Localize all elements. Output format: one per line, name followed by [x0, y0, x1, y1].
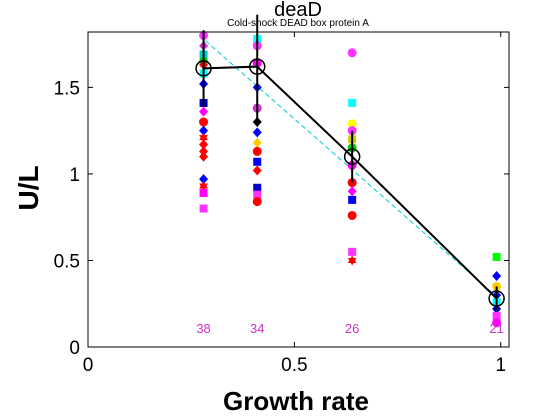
plot-area: 38 34 26 21 [195, 14, 505, 336]
data-point [348, 195, 357, 204]
data-point [252, 146, 262, 156]
data-point [253, 190, 262, 199]
data-point [199, 181, 208, 192]
sample-count: 34 [250, 321, 264, 336]
data-point [252, 127, 262, 138]
data-point [199, 146, 209, 157]
data-point [199, 106, 209, 117]
mean-marker [488, 290, 505, 307]
y-tick-label: 0.5 [54, 251, 80, 272]
data-point [252, 197, 262, 207]
data-point [347, 119, 357, 129]
mean-marker [343, 148, 361, 165]
y-tick-label: 1.5 [54, 78, 80, 99]
data-point [199, 132, 208, 143]
axes-frame [87, 31, 510, 348]
data-point [492, 311, 501, 320]
y-axis-label: U/L [13, 165, 44, 210]
sample-count: 26 [345, 321, 359, 336]
data-point [252, 165, 262, 176]
data-point [347, 186, 357, 197]
data-point [492, 318, 502, 328]
data-point [348, 247, 357, 256]
data-point [347, 48, 357, 58]
data-point [347, 255, 357, 266]
data-point [199, 117, 209, 127]
x-tick-label: 1 [495, 355, 506, 376]
data-point [492, 253, 501, 261]
data-point [253, 157, 262, 166]
mean-marker [248, 58, 266, 75]
data-point [252, 137, 262, 148]
y-tick-label: 0 [69, 338, 80, 359]
mean-line [203, 65, 498, 300]
sample-count: 21 [489, 321, 503, 336]
data-point [252, 117, 262, 127]
chart-subtitle: Cold-shock DEAD box protein A [227, 18, 369, 29]
data-point [199, 188, 208, 197]
data-point [199, 139, 209, 150]
x-tick-label: 0.5 [281, 355, 307, 376]
data-point [199, 204, 208, 213]
x-axis-label: Growth rate [223, 386, 369, 416]
data-point [199, 174, 209, 185]
y-tick-label: 1 [69, 165, 80, 186]
chart-title: deaD [274, 0, 322, 21]
data-point [199, 151, 209, 162]
data-point [199, 125, 209, 136]
axis-ticks: 0 0.5 1 0 0.5 1 1.5 [54, 32, 509, 376]
data-point [348, 98, 357, 107]
x-tick-label: 0 [83, 355, 94, 376]
sample-count: 38 [196, 321, 210, 336]
data-point [492, 271, 502, 282]
data-point [347, 210, 357, 220]
data-point [253, 183, 262, 192]
mean-marker [195, 60, 212, 77]
